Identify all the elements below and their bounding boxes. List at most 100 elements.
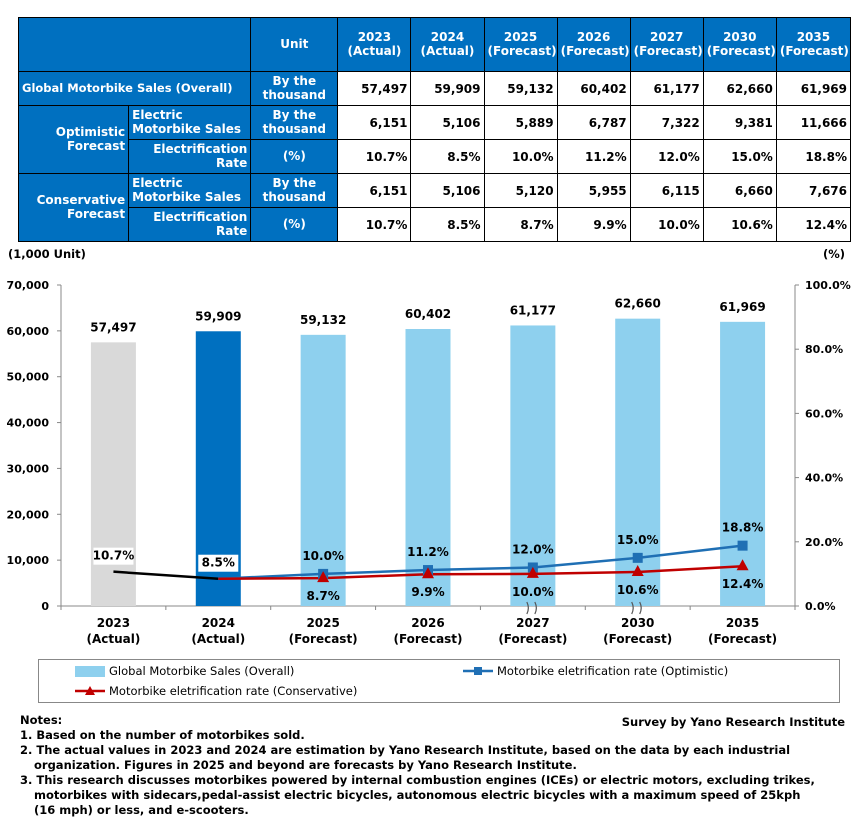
x-tick-label-status: (Actual)	[191, 632, 245, 646]
conservative-group-label: Conservative Forecast	[17, 173, 130, 242]
left-tick-label: 30,000	[7, 462, 50, 475]
overall-value: 61,969	[775, 71, 851, 106]
conservative-ev-unit: By the thousand	[250, 173, 339, 208]
overall-value: 59,132	[483, 71, 558, 106]
conservative-rate-value: 10.0%	[629, 207, 704, 242]
optimistic-rate-label: 12.0%	[512, 542, 554, 556]
note-3: 3. This research discusses motorbikes po…	[20, 773, 815, 787]
legend-bar-label: Global Motorbike Sales (Overall)	[109, 664, 295, 678]
actual-rate-line	[113, 570, 219, 580]
conservative-marker	[736, 559, 749, 571]
overall-value: 57,497	[337, 71, 412, 106]
optimistic-rate-label: 15.0%	[617, 533, 659, 547]
optimistic-rate-value: 15.0%	[702, 139, 777, 174]
actual-rate-label-2023-bg	[93, 547, 134, 565]
right-tick-label: 20.0%	[805, 536, 843, 549]
optimistic-rate-label: Electrification Rate	[128, 139, 252, 174]
axis-break-mark	[631, 601, 642, 615]
legend-item-conservative: Motorbike eletrification rate (Conservat…	[75, 684, 357, 698]
conservative-marker	[422, 567, 434, 579]
conservative-rate-value: 9.9%	[556, 207, 631, 242]
conservative-rate-value: 8.5%	[410, 207, 485, 242]
x-tick-label-year: 2026	[411, 616, 444, 630]
chart-legend: Global Motorbike Sales (Overall) Motorbi…	[38, 659, 840, 703]
x-tick-label-status: (Forecast)	[393, 632, 462, 646]
right-tick-label: 0.0%	[805, 600, 836, 613]
legend-conservative-label: Motorbike eletrification rate (Conservat…	[109, 684, 358, 698]
conservative-rate-label: 10.6%	[617, 583, 659, 597]
conservative-ev-label: Electric Motorbike Sales	[128, 173, 252, 208]
optimistic-rate-value: 11.2%	[556, 139, 631, 174]
conservative-ev-value: 5,120	[483, 173, 558, 208]
right-tick-label: 100.0%	[805, 279, 851, 292]
bar	[90, 342, 136, 606]
optimistic-marker	[737, 540, 748, 551]
note-3-cont: (16 mph) or less, and e-scooters.	[34, 803, 249, 817]
left-tick-label: 10,000	[7, 554, 50, 567]
bar-value-label: 60,402	[405, 307, 451, 321]
optimistic-rate-label: 11.2%	[407, 545, 449, 559]
optimistic-rate-label: 18.8%	[722, 521, 764, 535]
optimistic-rate-label: 10.0%	[302, 549, 344, 563]
conservative-rate-label: 10.0%	[512, 585, 554, 599]
notes-section: Notes: 1. Based on the number of motorbi…	[20, 713, 840, 818]
overall-row-label: Global Motorbike Sales (Overall)	[17, 71, 252, 106]
notes-title: Notes:	[20, 713, 63, 727]
axis-break-mark	[526, 601, 537, 615]
optimistic-rate-value: 10.7%	[337, 139, 412, 174]
bar-value-label: 61,969	[719, 300, 765, 314]
x-tick-label-year: 2024	[202, 616, 235, 630]
right-tick-label: 80.0%	[805, 343, 843, 356]
conservative-ev-value: 6,151	[337, 173, 412, 208]
x-tick-label-status: (Forecast)	[708, 632, 777, 646]
combo-chart: 0 10,000 20,000 30,000 40,000 50,000 60,000 70,…	[7, 279, 851, 646]
conservative-ev-value: 5,955	[556, 173, 631, 208]
conservative-ev-value: 7,676	[775, 173, 851, 208]
conservative-marker	[631, 564, 644, 576]
overall-value: 61,177	[629, 71, 704, 106]
conservative-rate-value: 8.7%	[483, 207, 558, 242]
bar-value-label: 57,497	[90, 320, 136, 334]
conservative-ev-value: 5,106	[410, 173, 485, 208]
conservative-rate-label: 9.9%	[411, 585, 444, 599]
unit-header: Unit	[250, 17, 339, 72]
x-tick-label-year: 2030	[621, 616, 654, 630]
optimistic-ev-unit: By the thousand	[250, 105, 339, 140]
bar-value-label: 59,132	[300, 313, 346, 327]
conservative-rate-line	[218, 564, 743, 580]
conservative-rate-value: 10.6%	[702, 207, 777, 242]
actual-rate-label-2024-bg	[198, 554, 239, 572]
conservative-rate-unit: (%)	[250, 207, 339, 242]
conservative-ev-value: 6,115	[629, 173, 704, 208]
year-header: 2030 (Forecast)	[702, 17, 777, 72]
actual-rate-label-2023: 10.7%	[93, 549, 135, 563]
legend-item-optimistic: Motorbike eletrification rate (Optimisti…	[463, 664, 728, 678]
optimistic-ev-value: 6,151	[337, 105, 412, 140]
right-tick-label: 60.0%	[805, 407, 843, 420]
optimistic-ev-label: Electric Motorbike Sales	[128, 105, 252, 140]
year-header: 2027 (Forecast)	[629, 17, 704, 72]
x-tick-label-status: (Forecast)	[498, 632, 567, 646]
year-header: 2035 (Forecast)	[775, 17, 851, 72]
left-axis-unit: (1,000 Unit)	[8, 247, 86, 261]
x-tick-label-year: 2025	[306, 616, 339, 630]
conservative-ev-value: 6,660	[702, 173, 777, 208]
optimistic-ev-value: 5,106	[410, 105, 485, 140]
overall-unit: By the thousand	[250, 71, 339, 106]
optimistic-ev-value: 5,889	[483, 105, 558, 140]
left-tick-label: 60,000	[7, 325, 50, 338]
x-tick-label-status: (Forecast)	[289, 632, 358, 646]
conservative-rate-label: 8.7%	[307, 589, 340, 603]
overall-value: 60,402	[556, 71, 631, 106]
conservative-rate-label: Electrification Rate	[128, 207, 252, 242]
optimistic-rate-value: 12.0%	[629, 139, 704, 174]
legend-bar-swatch	[75, 665, 105, 677]
year-header: 2024 (Actual)	[410, 17, 485, 72]
optimistic-rate-unit: (%)	[250, 139, 339, 174]
optimistic-ev-value: 11,666	[775, 105, 851, 140]
optimistic-ev-value: 9,381	[702, 105, 777, 140]
optimistic-group-label: Optimistic Forecast	[17, 105, 130, 174]
optimistic-ev-value: 6,787	[556, 105, 631, 140]
year-header: 2023 (Actual)	[337, 17, 412, 72]
note-3-cont: motorbikes with sidecars,pedal-assist el…	[34, 788, 801, 802]
